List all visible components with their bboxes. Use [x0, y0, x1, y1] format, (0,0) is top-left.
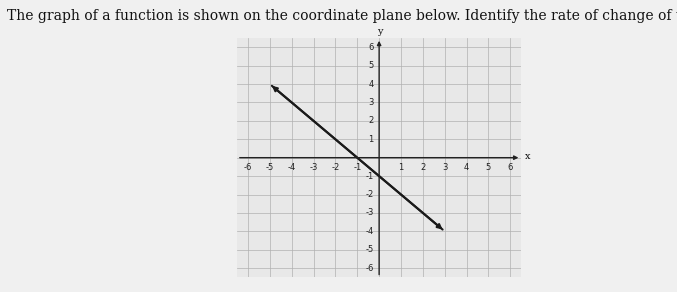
- Text: -1: -1: [353, 163, 362, 172]
- Text: 3: 3: [442, 163, 447, 172]
- Text: 5: 5: [486, 163, 491, 172]
- Text: -6: -6: [244, 163, 252, 172]
- Text: -3: -3: [309, 163, 318, 172]
- Text: -1: -1: [366, 172, 374, 180]
- Text: 4: 4: [368, 79, 374, 88]
- Text: 6: 6: [508, 163, 513, 172]
- Text: 6: 6: [368, 43, 374, 52]
- Text: -2: -2: [331, 163, 339, 172]
- Text: x: x: [525, 152, 530, 161]
- Text: 4: 4: [464, 163, 469, 172]
- Text: 1: 1: [368, 135, 374, 144]
- Text: 3: 3: [368, 98, 374, 107]
- Text: y: y: [378, 27, 383, 36]
- Text: 2: 2: [368, 116, 374, 125]
- Text: 2: 2: [420, 163, 425, 172]
- Text: -4: -4: [366, 227, 374, 236]
- Text: -4: -4: [288, 163, 296, 172]
- Text: -2: -2: [366, 190, 374, 199]
- Text: -5: -5: [366, 245, 374, 254]
- Text: -6: -6: [366, 264, 374, 273]
- Text: The graph of a function is shown on the coordinate plane below. Identify the rat: The graph of a function is shown on the …: [7, 9, 677, 23]
- Text: -5: -5: [265, 163, 274, 172]
- Text: 5: 5: [368, 61, 374, 70]
- Text: 1: 1: [398, 163, 403, 172]
- Text: -3: -3: [366, 208, 374, 218]
